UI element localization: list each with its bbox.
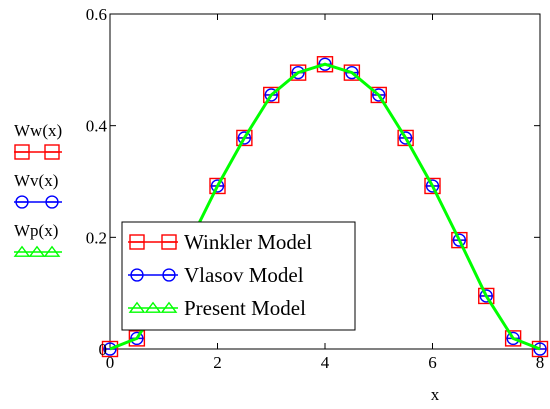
axis-labels: 0 2 4 6 8 0 0.2 0.4 0.6 x Ww(x) Wv(x) Wp(x) xyxy=(13,5,545,404)
legend-entry-label: Winkler Model xyxy=(184,230,312,254)
x-axis-label: x xyxy=(431,385,440,404)
trace-label: Wp(x) xyxy=(14,221,58,240)
y-tick-label: 0.2 xyxy=(86,228,107,247)
legend-box xyxy=(121,221,356,331)
trace-label: Ww(x) xyxy=(14,121,62,140)
triangle-marker xyxy=(28,245,46,257)
legend-entry-label: Present Model xyxy=(184,296,306,320)
y-tick-label: 0.6 xyxy=(86,5,107,24)
triangle-marker xyxy=(144,301,162,313)
legend-entry-label: Vlasov Model xyxy=(184,263,304,287)
triangle-marker xyxy=(43,245,61,257)
x-tick-label: 2 xyxy=(213,353,222,372)
x-tick-label: 6 xyxy=(428,353,437,372)
trace-label: Wv(x) xyxy=(14,171,58,190)
x-tick-label: 8 xyxy=(536,353,545,372)
x-tick-label: 4 xyxy=(321,353,330,372)
triangle-marker xyxy=(160,301,178,313)
triangle-marker xyxy=(13,245,31,257)
y-tick-label: 0.4 xyxy=(86,117,108,136)
y-tick-label: 0 xyxy=(99,340,108,359)
x-tick-label: 0 xyxy=(106,353,115,372)
triangle-marker xyxy=(128,301,146,313)
legend: Winkler Model Vlasov Model Present Model xyxy=(121,221,356,331)
